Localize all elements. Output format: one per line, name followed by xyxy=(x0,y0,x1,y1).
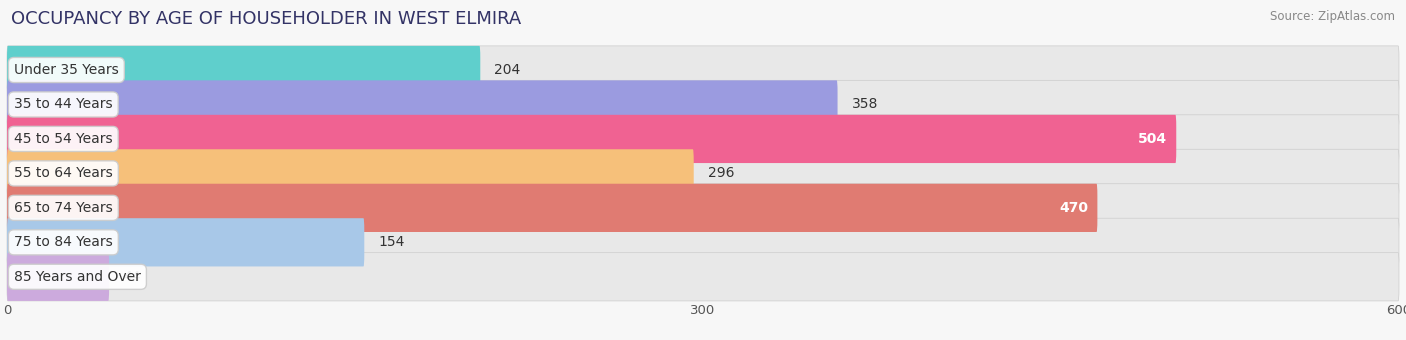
Text: OCCUPANCY BY AGE OF HOUSEHOLDER IN WEST ELMIRA: OCCUPANCY BY AGE OF HOUSEHOLDER IN WEST … xyxy=(11,10,522,28)
Text: 154: 154 xyxy=(378,235,405,249)
FancyBboxPatch shape xyxy=(7,80,1399,129)
Text: 204: 204 xyxy=(495,63,520,77)
FancyBboxPatch shape xyxy=(7,253,1399,301)
Text: 85 Years and Over: 85 Years and Over xyxy=(14,270,141,284)
FancyBboxPatch shape xyxy=(7,115,1177,163)
FancyBboxPatch shape xyxy=(7,149,693,198)
FancyBboxPatch shape xyxy=(7,46,1399,94)
Text: 45 to 54 Years: 45 to 54 Years xyxy=(14,132,112,146)
FancyBboxPatch shape xyxy=(7,184,1399,232)
Text: Under 35 Years: Under 35 Years xyxy=(14,63,118,77)
FancyBboxPatch shape xyxy=(7,218,1399,267)
FancyBboxPatch shape xyxy=(7,218,364,267)
FancyBboxPatch shape xyxy=(7,253,110,301)
Text: Source: ZipAtlas.com: Source: ZipAtlas.com xyxy=(1270,10,1395,23)
FancyBboxPatch shape xyxy=(7,184,1098,232)
Text: 55 to 64 Years: 55 to 64 Years xyxy=(14,166,112,181)
Text: 35 to 44 Years: 35 to 44 Years xyxy=(14,98,112,112)
FancyBboxPatch shape xyxy=(7,80,838,129)
FancyBboxPatch shape xyxy=(7,46,481,94)
Text: 75 to 84 Years: 75 to 84 Years xyxy=(14,235,112,249)
Text: 358: 358 xyxy=(852,98,877,112)
Text: 504: 504 xyxy=(1137,132,1167,146)
Text: 296: 296 xyxy=(707,166,734,181)
FancyBboxPatch shape xyxy=(7,149,1399,198)
FancyBboxPatch shape xyxy=(7,115,1399,163)
Text: 44: 44 xyxy=(124,270,141,284)
Text: 470: 470 xyxy=(1059,201,1088,215)
Text: 65 to 74 Years: 65 to 74 Years xyxy=(14,201,112,215)
